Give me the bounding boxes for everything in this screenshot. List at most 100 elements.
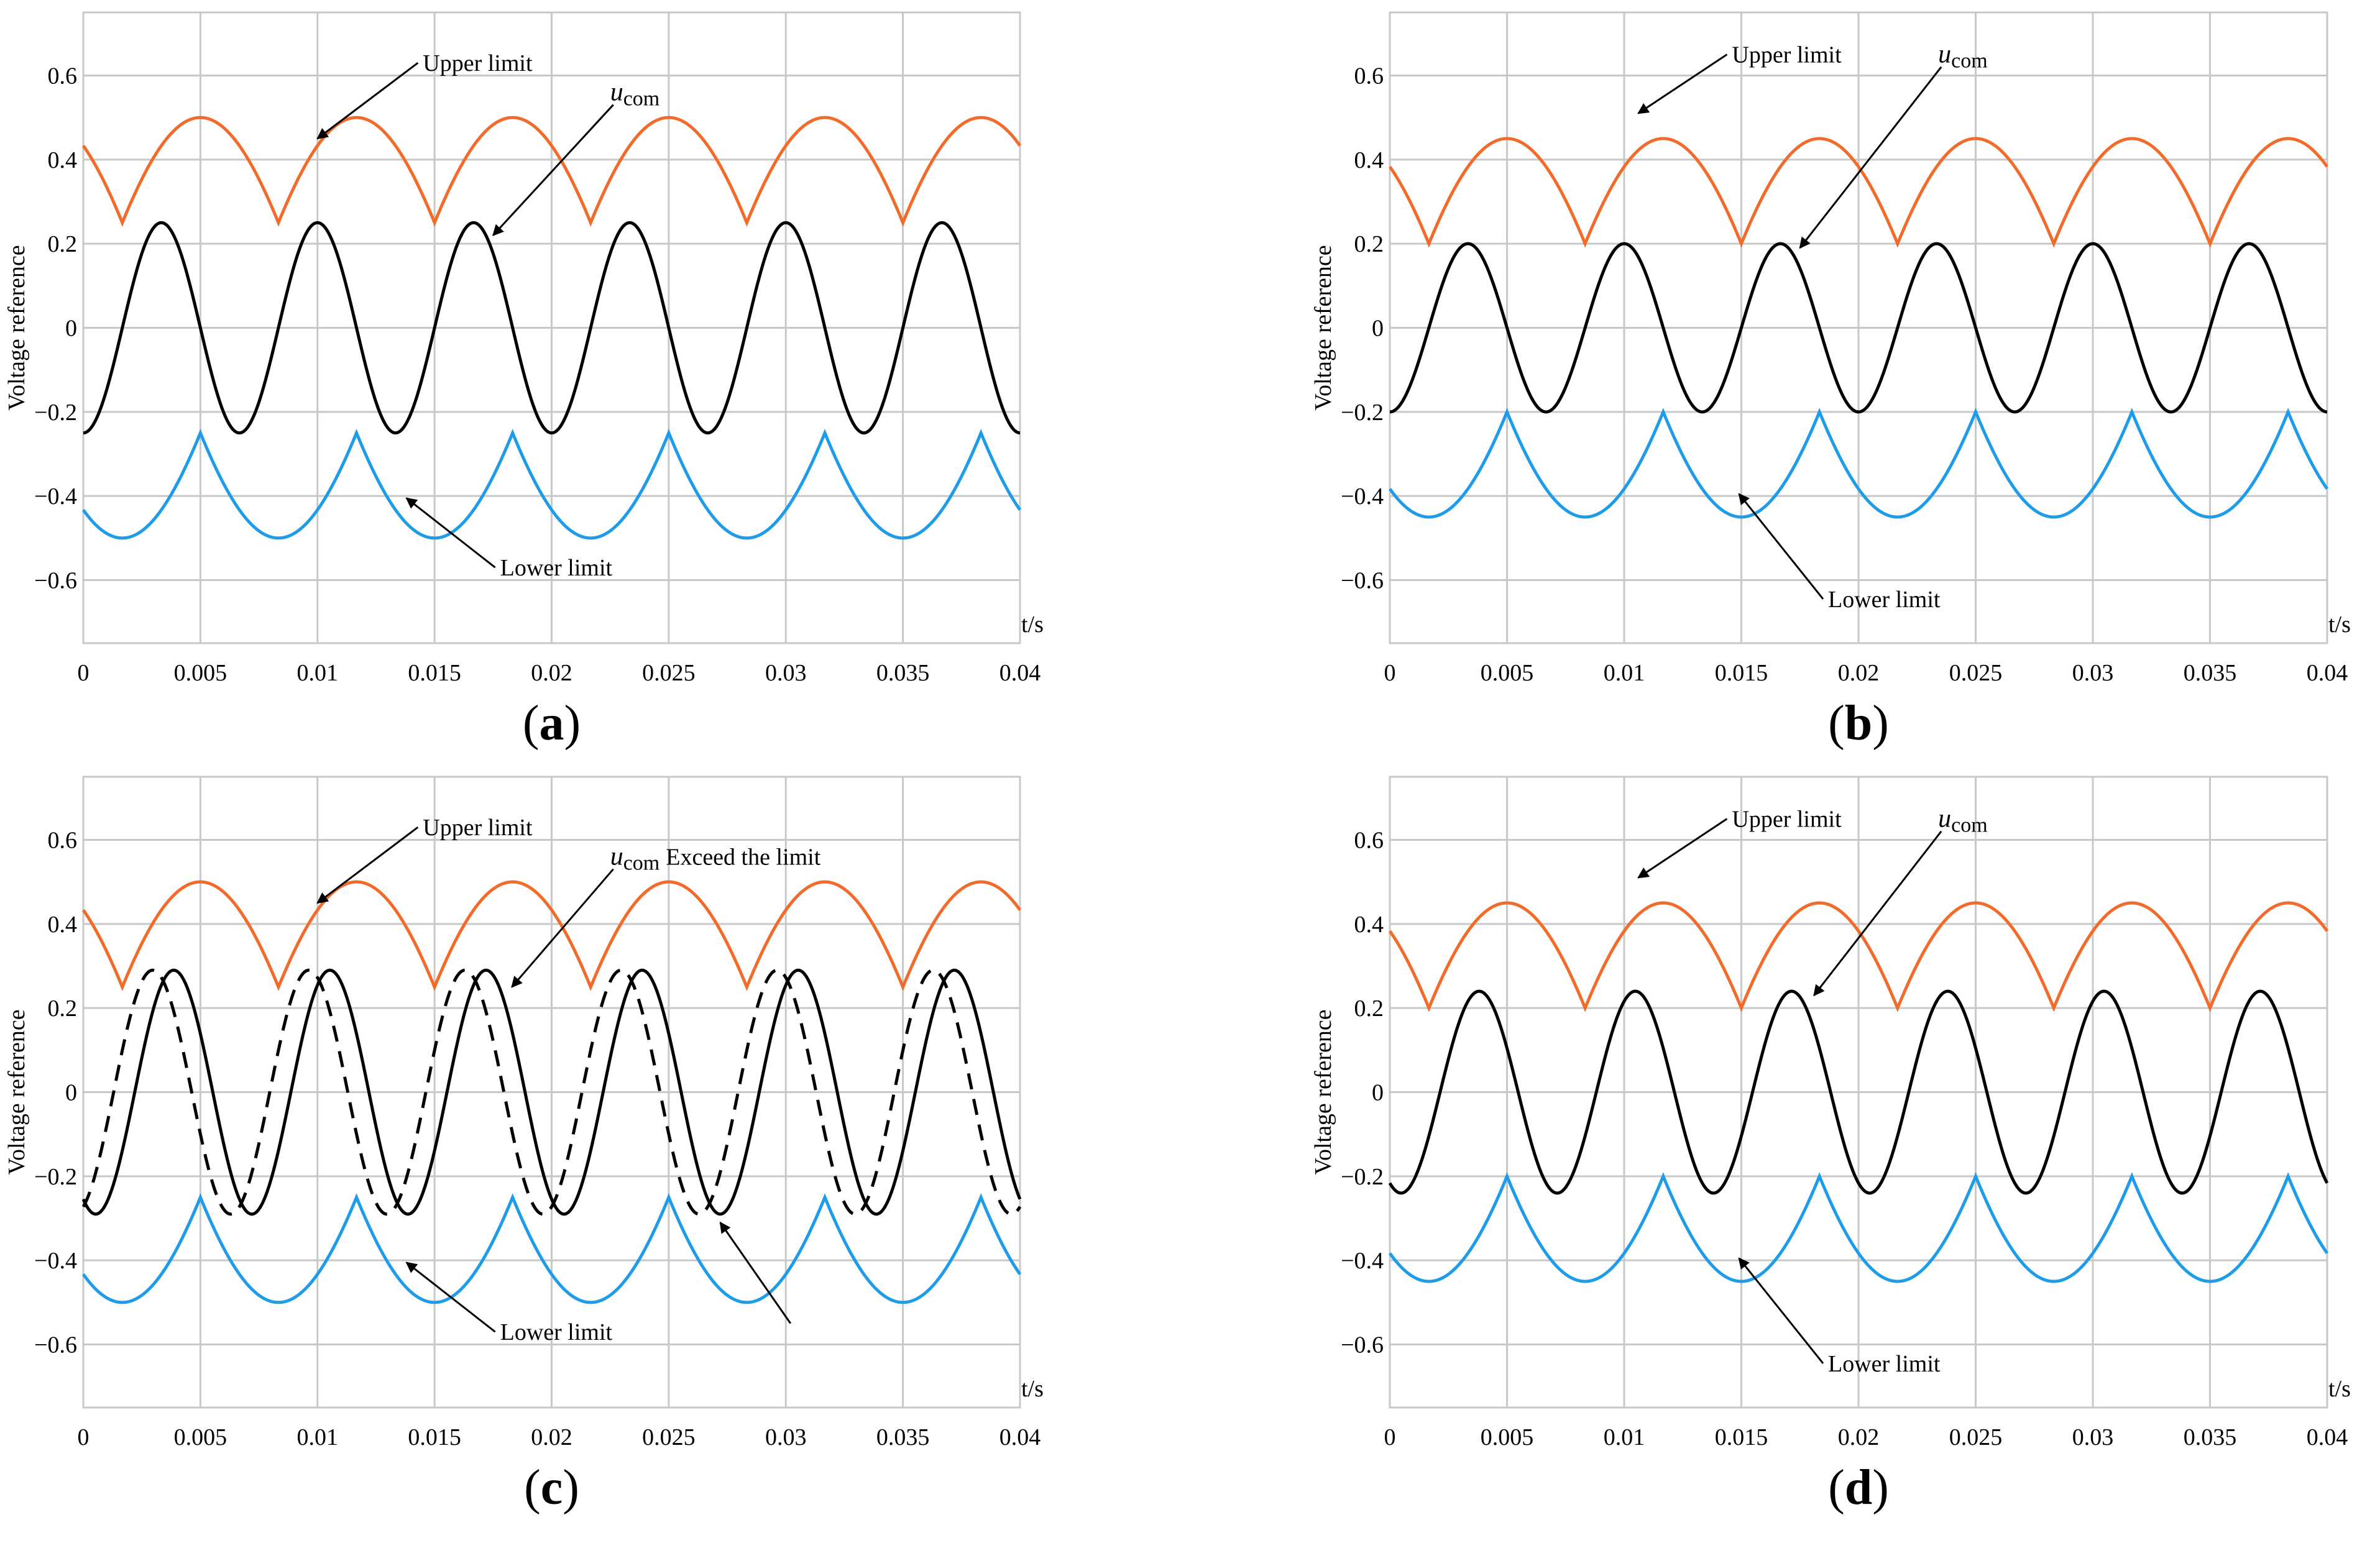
x-tick-label: 0.02	[1838, 660, 1880, 686]
x-tick-label: 0.005	[1481, 660, 1534, 686]
plot-frame	[82, 11, 1021, 644]
chart-panel-a: 0 0.005 0.01 0.015 0.02 0.025 0.03 0.035 0.04 0.6…	[4, 11, 1044, 751]
x-tick-label: 0.025	[1949, 660, 2003, 686]
x-tick-label: 0.035	[876, 1424, 930, 1450]
x-tick-label: 0.005	[174, 1424, 227, 1450]
annotation-arrow	[1799, 66, 1942, 249]
x-tick-label: 0.02	[1838, 1424, 1880, 1450]
panel-label: (b)	[1828, 696, 1889, 751]
x-axis-label: t/s	[1021, 611, 1044, 638]
annotation-upper-limit: Upper limit	[1732, 807, 1842, 833]
paren-open: (	[1828, 1460, 1845, 1515]
paren-open: (	[523, 696, 540, 751]
y-tick-label: 0	[65, 316, 77, 342]
y-tick-label: −0.6	[34, 1332, 77, 1358]
chart-panel-b: 0 0.005 0.01 0.015 0.02 0.025 0.03 0.035 0.04 0.6…	[1310, 11, 2351, 751]
annotation-ucom: ucom	[1938, 40, 1988, 73]
annotation-arrow	[405, 1261, 496, 1333]
x-tick-label: 0.02	[531, 1424, 572, 1450]
series-upper-limit	[1388, 137, 2329, 248]
series-lower-limit	[81, 1193, 1022, 1304]
paren-close: )	[1872, 1460, 1889, 1515]
x-tick-label: 0.04	[999, 1424, 1041, 1450]
y-tick-label: 0.6	[1354, 828, 1384, 854]
x-tick-label: 0.015	[408, 1424, 461, 1450]
x-tick-label: 0.005	[174, 660, 227, 686]
series-ucom	[1388, 989, 2329, 1195]
y-tick-label: −0.2	[1341, 1164, 1384, 1190]
annotation-upper-limit: Upper limit	[423, 50, 533, 76]
y-tick-label: 0	[1372, 316, 1384, 342]
y-tick-label: 0.4	[48, 147, 78, 173]
x-tick-label: 0.01	[297, 660, 339, 686]
y-tick-label: 0.6	[48, 828, 78, 854]
x-tick-label: 0	[78, 1424, 90, 1450]
x-tick-label: 0.01	[1604, 660, 1645, 686]
x-tick-label: 0.03	[765, 660, 807, 686]
x-tick-label: 0.005	[1481, 1424, 1534, 1450]
y-tick-label: −0.4	[1341, 483, 1384, 510]
ucom-letter: u	[610, 843, 623, 871]
annotation-upper-limit: Upper limit	[1732, 42, 1842, 68]
ucom-letter: u	[610, 78, 623, 107]
x-tick-label: 0	[1384, 660, 1396, 686]
x-tick-label: 0.025	[642, 660, 696, 686]
y-tick-label: −0.4	[1341, 1248, 1384, 1274]
y-tick-label: 0.2	[48, 231, 78, 257]
x-tick-label: 0.025	[642, 1424, 696, 1450]
ucom-subscript: com	[623, 852, 660, 875]
annotation-lower-limit: Lower limit	[1828, 587, 1941, 613]
y-axis-label: Voltage reference	[4, 245, 30, 410]
panel-letter: d	[1845, 1460, 1873, 1515]
y-axis-label: Voltage reference	[4, 1009, 30, 1174]
x-tick-label: 0	[78, 660, 90, 686]
panel-label: (a)	[523, 696, 581, 751]
series-upper-limit	[81, 880, 1022, 991]
annotation-ucom: ucom	[610, 78, 660, 111]
panel-letter: c	[541, 1460, 563, 1515]
series-lower-limit	[1388, 1172, 2329, 1283]
series-lower-limit	[1388, 408, 2329, 519]
series-upper-limit	[1388, 901, 2329, 1012]
annotation-arrow	[1637, 818, 1728, 879]
x-tick-label: 0.02	[531, 660, 572, 686]
ucom-letter: u	[1938, 40, 1951, 69]
y-tick-label: 0.4	[48, 912, 78, 938]
y-tick-label: −0.2	[1341, 400, 1384, 426]
x-tick-label: 0	[1384, 1424, 1396, 1450]
x-tick-label: 0.01	[1604, 1424, 1645, 1450]
series-upper-limit	[81, 116, 1022, 227]
plot-frame	[82, 776, 1021, 1409]
annotation-arrow	[1738, 1257, 1824, 1364]
y-axis-label: Voltage reference	[1310, 1009, 1336, 1174]
y-tick-label: 0.4	[1354, 912, 1384, 938]
x-tick-label: 0.03	[2072, 660, 2114, 686]
x-tick-label: 0.03	[2072, 1424, 2114, 1450]
annotation-lower-limit: Lower limit	[500, 1319, 613, 1345]
y-tick-label: 0.2	[48, 996, 78, 1022]
annotation-arrow	[405, 497, 496, 569]
y-tick-label: −0.6	[1341, 1332, 1384, 1358]
annotation-upper-limit: Upper limit	[423, 815, 533, 841]
y-tick-label: 0	[65, 1080, 77, 1106]
annotation-ucom: ucom Exceed the limit	[610, 843, 821, 875]
paren-close: )	[564, 696, 581, 751]
annotation-arrow	[1738, 493, 1824, 600]
x-tick-label: 0.04	[2307, 660, 2348, 686]
ucom-letter: u	[1938, 805, 1951, 833]
panel-label: (c)	[524, 1460, 579, 1515]
annotation-arrow	[1813, 830, 1942, 997]
annotation-lower-limit: Lower limit	[500, 555, 613, 581]
y-tick-label: 0.2	[1354, 231, 1384, 257]
x-axis-label: t/s	[1021, 1376, 1044, 1402]
paren-close: )	[1872, 696, 1889, 751]
y-tick-label: 0	[1372, 1080, 1384, 1106]
paren-open: (	[524, 1460, 541, 1515]
ucom-subscript: com	[1951, 50, 1988, 73]
y-tick-label: −0.2	[34, 1164, 77, 1190]
y-axis-label: Voltage reference	[1310, 245, 1336, 410]
plot-frame	[1389, 11, 2328, 644]
y-tick-label: 0.2	[1354, 996, 1384, 1022]
y-tick-label: 0.4	[1354, 147, 1384, 173]
